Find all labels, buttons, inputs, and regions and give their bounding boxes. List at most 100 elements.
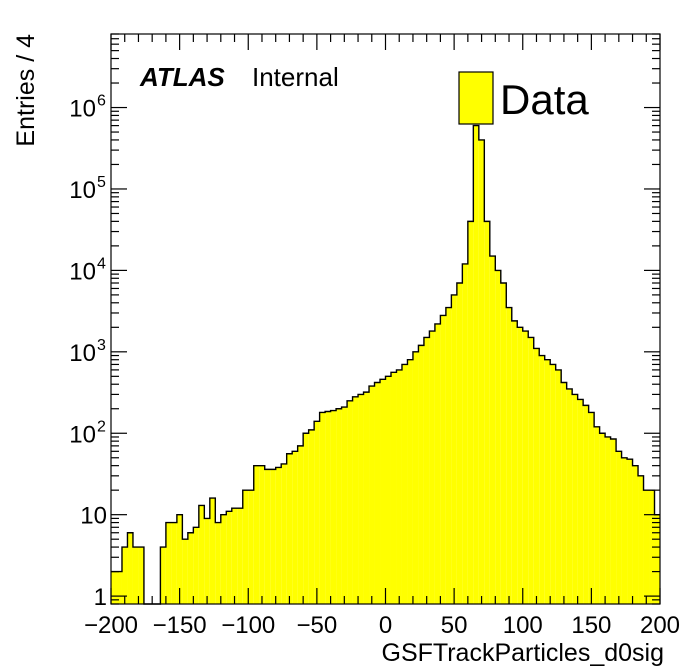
histogram-bar: [544, 359, 551, 604]
histogram-bar: [495, 270, 501, 604]
x-tick-label: −150: [153, 612, 207, 639]
x-axis-title: GSFTrackParticles_d0sig: [382, 639, 665, 667]
x-tick-label: 0: [379, 612, 392, 639]
histogram-bar: [330, 410, 337, 604]
histogram-outline: [111, 124, 660, 605]
legend: Data: [458, 71, 589, 125]
histogram-bar: [588, 412, 595, 604]
histogram-bar: [374, 382, 381, 604]
x-tick-label: −100: [221, 612, 275, 639]
histogram-bar: [209, 498, 216, 604]
histogram-bar: [259, 465, 265, 604]
legend-label-data: Data: [500, 76, 589, 123]
histogram-bar: [352, 396, 359, 604]
y-tick-label: 10: [69, 421, 96, 448]
histogram-bar: [182, 539, 188, 604]
x-tick-label: −200: [84, 612, 138, 639]
histogram-bar: [467, 221, 474, 605]
histogram-bar: [325, 411, 331, 604]
histogram-bar: [599, 433, 606, 604]
x-tick-label: −50: [297, 612, 338, 639]
histogram-bar: [198, 505, 205, 604]
y-tick-label-exponent: 4: [97, 255, 106, 272]
histogram-bar: [484, 221, 490, 605]
internal-label: Internal: [252, 62, 339, 92]
histogram-bar: [456, 283, 463, 604]
histogram-bar: [528, 337, 534, 604]
histogram-bar: [583, 405, 589, 604]
y-tick-label: 10: [80, 503, 107, 530]
y-tick-label-exponent: 5: [97, 174, 106, 191]
histogram-bar: [385, 376, 391, 604]
histogram-bar: [237, 508, 243, 604]
histogram-bar: [253, 465, 260, 604]
histogram-bar: [440, 315, 446, 604]
histogram-bar: [610, 438, 617, 604]
histogram-bar: [434, 323, 441, 604]
x-tick-label: 200: [640, 612, 680, 639]
histogram-bar: [638, 475, 644, 604]
histogram-bar: [281, 463, 287, 604]
legend-swatch-data: [458, 71, 494, 125]
histogram-bar: [418, 345, 424, 604]
y-tick-label: 10: [69, 340, 96, 367]
histogram-bar: [231, 508, 238, 604]
histogram-bar: [347, 400, 353, 604]
y-tick-label: 10: [69, 258, 96, 285]
histogram-bar: [390, 372, 397, 604]
histogram-bar: [621, 457, 628, 604]
histogram-bar: [220, 514, 227, 604]
histogram-bar: [314, 421, 320, 604]
atlas-label: ATLAS: [139, 62, 225, 92]
histogram-step-line: [111, 124, 660, 605]
histogram-bar: [275, 467, 282, 604]
histogram-bar: [358, 394, 364, 604]
histogram-bar: [451, 294, 457, 604]
histogram-bar: [423, 337, 430, 604]
histogram-bar: [533, 348, 540, 604]
histogram-bar: [561, 382, 567, 604]
histogram-bar: [187, 532, 194, 604]
histogram-bar: [517, 327, 523, 604]
histogram-bar: [577, 399, 584, 604]
histogram-bar: [171, 522, 177, 604]
y-tick-label-exponent: 2: [97, 418, 106, 435]
histogram-bar: [341, 407, 348, 604]
histogram-bar: [401, 364, 408, 604]
histogram-bar: [550, 364, 556, 604]
histogram-bar: [627, 459, 633, 604]
histogram-bar: [319, 412, 326, 604]
histogram-bar: [165, 522, 172, 604]
histogram-bar: [127, 532, 133, 604]
histogram-bar: [204, 518, 210, 604]
histogram-bar: [303, 433, 309, 604]
histogram-bar: [264, 469, 271, 604]
histogram-bar: [132, 547, 139, 604]
histogram-bar: [193, 527, 199, 604]
histogram-bar: [121, 547, 128, 604]
histogram-bar: [506, 307, 512, 604]
histogram-bar: [473, 125, 479, 604]
histogram-bar: [270, 469, 276, 604]
histogram-bar: [138, 547, 144, 604]
histogram-bar: [572, 394, 578, 604]
histogram-bar: [445, 307, 452, 604]
histogram-bar: [297, 445, 304, 604]
histogram-bar: [111, 571, 117, 604]
histogram-bar: [429, 331, 435, 604]
histogram-bar: [369, 386, 375, 604]
x-tick-label: 50: [441, 612, 468, 639]
x-tick-label: 100: [503, 612, 543, 639]
histogram-bar: [616, 451, 622, 604]
histogram-bar: [462, 263, 468, 604]
histogram-bar: [478, 139, 485, 604]
histogram-bar: [489, 256, 496, 604]
histogram-bar: [643, 490, 650, 604]
histogram-bar: [605, 436, 611, 604]
histogram-bar: [248, 490, 254, 604]
histogram-bar: [116, 571, 122, 604]
histogram-bar: [160, 547, 166, 604]
histogram-bars: [111, 125, 660, 605]
